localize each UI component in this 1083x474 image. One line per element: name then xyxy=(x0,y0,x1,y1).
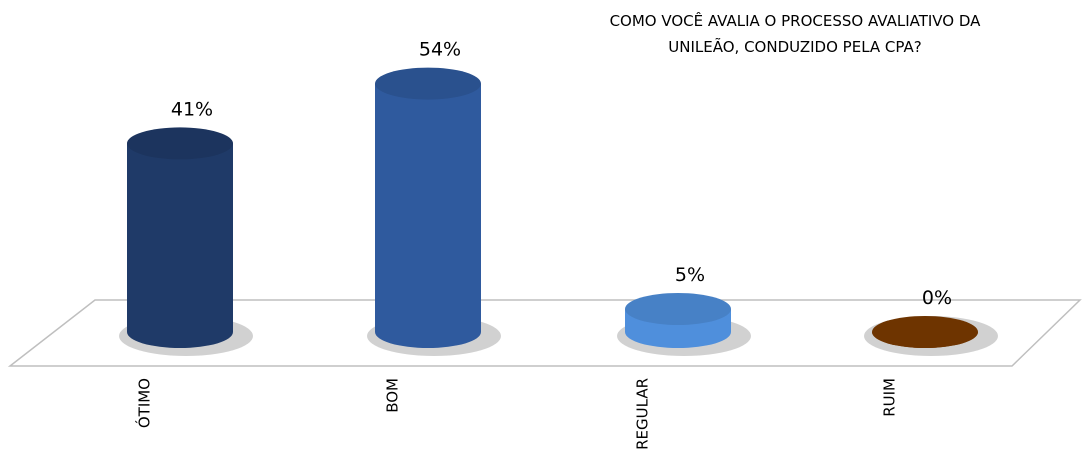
x-tick-label: REGULAR xyxy=(634,378,652,450)
data-label: 41% xyxy=(171,98,213,120)
bar-top xyxy=(625,293,731,325)
x-tick-label: BOM xyxy=(384,378,402,413)
data-label: 0% xyxy=(922,287,952,309)
bar xyxy=(375,83,481,348)
data-label: 5% xyxy=(675,264,705,286)
data-label: 54% xyxy=(419,39,461,61)
chart-title: COMO VOCÊ AVALIA O PROCESSO AVALIATIVO D… xyxy=(610,11,982,30)
bar-top xyxy=(872,316,978,348)
bar xyxy=(127,143,233,348)
x-tick-label: RUIM xyxy=(881,378,899,417)
chart-title: UNILEÃO, CONDUZIDO PELA CPA? xyxy=(668,37,921,56)
floor xyxy=(7,299,1082,367)
bar-top xyxy=(375,67,481,100)
bar-top xyxy=(127,127,233,160)
x-tick-label: ÓTIMO xyxy=(135,378,154,428)
